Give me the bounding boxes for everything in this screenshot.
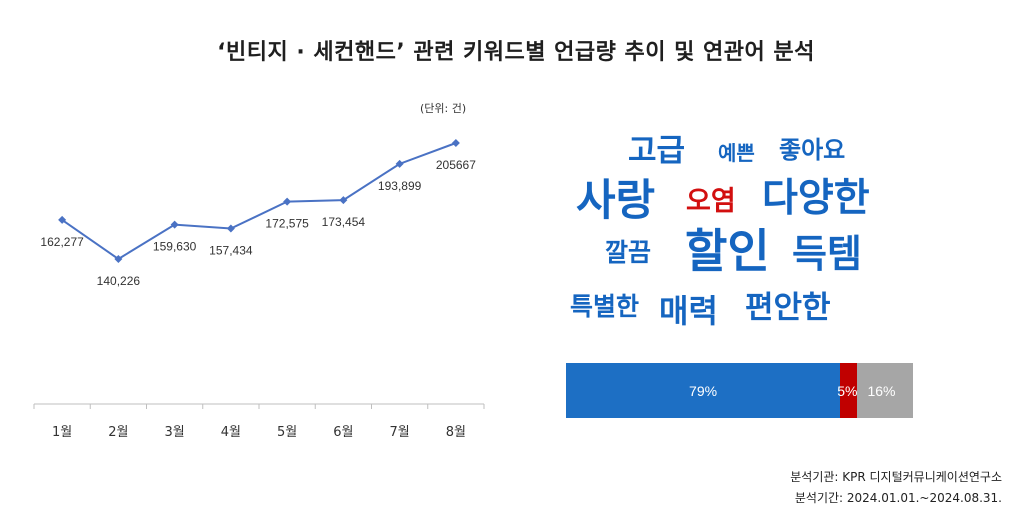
word-cloud-term: 좋아요: [779, 136, 846, 164]
source-period: 분석기간: 2024.01.01.~2024.08.31.: [794, 491, 1002, 505]
word-cloud-term: 매력: [659, 292, 718, 330]
chart-title: ‘빈티지 · 세컨핸드’ 관련 키워드별 언급량 추이 및 연관어 분석: [217, 40, 815, 65]
word-cloud-term: 깔끔: [605, 238, 652, 267]
x-tick-label: 6월: [333, 425, 353, 440]
x-tick-label: 8월: [446, 425, 466, 440]
negative-segment: 5%: [837, 363, 858, 418]
word-cloud-term: 편안한: [745, 290, 831, 326]
x-tick-label: 3월: [165, 425, 185, 440]
x-tick-label: 2월: [108, 425, 128, 440]
data-point-marker: [226, 224, 235, 233]
sentiment-share-bar: 79% 5% 16%: [566, 363, 913, 418]
data-point-marker: [395, 159, 404, 168]
trend-line: [61, 142, 457, 261]
word-cloud-term: 특별한: [570, 292, 640, 321]
data-point-marker: [58, 215, 67, 224]
unit-label: (단위: 건): [420, 102, 467, 115]
data-value-label: 173,454: [322, 215, 366, 229]
positive-percent-label: 79%: [689, 382, 718, 399]
data-value-label: 172,575: [265, 217, 309, 231]
data-point-marker: [170, 220, 179, 229]
word-cloud-term: 예쁜: [718, 141, 755, 165]
neutral-segment: 16%: [857, 363, 913, 418]
data-value-label: 193,899: [378, 179, 422, 193]
data-value-label: 159,630: [153, 240, 197, 254]
source-agency: 분석기관: KPR 디지털커뮤니케이션연구소: [790, 470, 1002, 484]
x-tick-label: 7월: [390, 425, 410, 440]
data-point-marker: [283, 197, 292, 206]
data-value-label: 140,226: [97, 274, 141, 288]
positive-segment: 79%: [566, 363, 841, 418]
word-cloud-term: 할인: [685, 224, 770, 278]
x-tick-label: 1월: [52, 425, 72, 440]
word-cloud-term: 득템: [792, 232, 862, 276]
neutral-percent-label: 16%: [867, 382, 896, 399]
data-point-marker: [339, 196, 348, 205]
data-point-marker: [114, 255, 123, 263]
word-cloud-term: 고급: [628, 133, 686, 169]
word-cloud-term: 사랑: [576, 176, 656, 226]
word-cloud-term: 오염: [686, 186, 736, 217]
data-point-marker: [451, 139, 460, 147]
x-tick-label: 5월: [277, 425, 297, 440]
negative-percent-label: 5%: [837, 382, 858, 399]
word-cloud-term: 다양한: [762, 176, 870, 221]
data-value-label: 205667: [436, 158, 476, 172]
x-tick-label: 4월: [221, 425, 241, 440]
data-value-label: 157,434: [209, 243, 253, 257]
data-value-label: 162,277: [40, 235, 84, 249]
mention-trend-line-chart: 162,277 140,226 159,630 157,434 172,575 173,4…: [33, 139, 485, 440]
